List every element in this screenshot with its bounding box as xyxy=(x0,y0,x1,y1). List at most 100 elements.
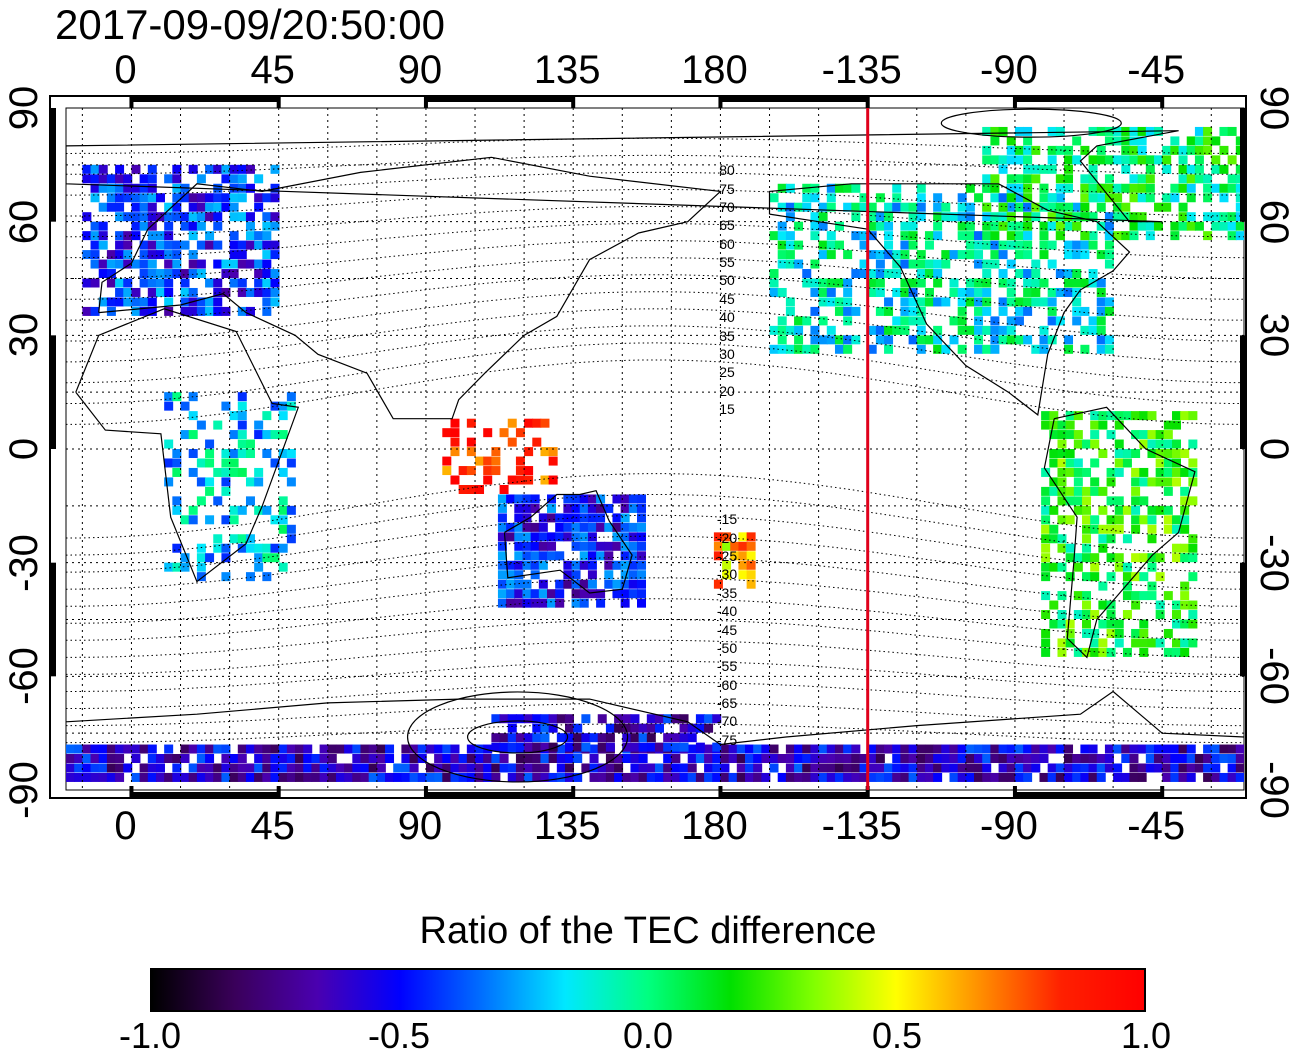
frame-bar-right xyxy=(1240,108,1246,222)
magnetic-contour xyxy=(66,639,1244,675)
tick-bottom-label: -45 xyxy=(1127,804,1186,848)
magnetic-contour xyxy=(66,598,1244,641)
colorbar-tick-label: 0.0 xyxy=(622,1015,674,1056)
contour-label: 70 xyxy=(719,198,735,215)
contour-label: 80 xyxy=(719,162,735,179)
grid-layer xyxy=(66,108,1244,790)
tick-top-label: -90 xyxy=(980,48,1038,92)
contour-label: 30 xyxy=(719,345,735,362)
magnetic-contour xyxy=(66,154,1244,175)
magnetic-contour xyxy=(66,274,1244,321)
tick-left-label: 0 xyxy=(2,437,46,461)
contour-label: -75 xyxy=(716,731,738,748)
tick-right-label: -90 xyxy=(1252,761,1296,819)
frame-bar-right xyxy=(1240,562,1246,677)
contour-label: -55 xyxy=(716,658,738,675)
frame-bar-left xyxy=(50,562,56,677)
frame-bar-right xyxy=(1240,335,1246,449)
tick-top-label: -135 xyxy=(821,48,902,92)
magnetic-contour xyxy=(66,240,1244,279)
frame-bar-top xyxy=(425,96,574,102)
tick-top-label: -45 xyxy=(1127,48,1186,92)
magnetic-contour xyxy=(66,577,1244,624)
tick-right-label: 60 xyxy=(1252,199,1296,244)
contour-label: -25 xyxy=(716,548,738,565)
contour-label: 65 xyxy=(719,217,735,234)
contour-label: 45 xyxy=(719,290,735,307)
contour-label: 40 xyxy=(719,309,735,326)
tick-right-label: -30 xyxy=(1252,533,1296,592)
magnetic-contour xyxy=(66,681,1244,709)
frame-bar-left xyxy=(50,108,56,222)
magnetic-contour xyxy=(66,137,1244,154)
frame-bar-top xyxy=(131,96,279,102)
tick-left-label: 60 xyxy=(2,199,46,244)
europe-asia-coast xyxy=(98,156,722,420)
tick-top-label: 135 xyxy=(533,48,601,92)
tick-top-label: 90 xyxy=(397,48,443,92)
tick-left-label: -60 xyxy=(2,647,46,706)
magnetic-contour xyxy=(66,723,1244,744)
colorbar-title: Ratio of the TEC difference xyxy=(419,910,877,952)
tick-bottom-label: 0 xyxy=(114,804,137,848)
tick-bottom-label: 135 xyxy=(533,804,601,848)
contour-label: -30 xyxy=(716,566,738,583)
frame-bar-left xyxy=(50,335,56,449)
tick-bottom-label: -135 xyxy=(821,804,902,848)
tick-left-label: 30 xyxy=(2,313,46,358)
tick-top-label: 180 xyxy=(681,48,748,92)
contour-label: -65 xyxy=(716,695,738,712)
coastline-layer xyxy=(66,108,1244,783)
contour-label: 55 xyxy=(719,254,735,271)
contour-label: -40 xyxy=(716,603,738,620)
frame-ticks xyxy=(50,96,1246,798)
tec-data-layer xyxy=(66,126,1244,782)
region-antarctica xyxy=(491,714,722,752)
frame-bar-bottom xyxy=(131,792,279,798)
south-america-coast xyxy=(1043,406,1196,659)
region-antarctica xyxy=(66,744,1244,782)
contour-label: -45 xyxy=(716,621,738,638)
australia-coast xyxy=(503,490,633,594)
contour-label: -60 xyxy=(716,676,738,693)
colorbar-tick-label: 1.0 xyxy=(1120,1015,1172,1056)
contour-label: 15 xyxy=(719,401,735,418)
region-pacific-patch xyxy=(713,532,756,589)
tick-bottom-label: 45 xyxy=(250,804,295,848)
region-europe xyxy=(82,164,280,316)
africa-coast xyxy=(75,308,300,583)
region-australia xyxy=(497,494,647,608)
contour-label: -70 xyxy=(716,713,738,730)
colorbar-tick-label: -1.0 xyxy=(118,1015,182,1056)
tick-right-label: 0 xyxy=(1252,437,1296,461)
tick-left-label: -30 xyxy=(2,533,46,592)
tick-bottom-label: 180 xyxy=(681,804,748,848)
magnetic-contour xyxy=(66,535,1244,590)
contour-label: 20 xyxy=(719,382,735,399)
north-america-coast xyxy=(768,183,1131,416)
colorbar xyxy=(150,968,1146,1012)
colorbar-tick-label: -0.5 xyxy=(367,1015,431,1056)
contour-label: 75 xyxy=(719,180,735,197)
tick-left-label: 90 xyxy=(2,85,46,131)
contour-label: -50 xyxy=(716,639,738,656)
contour-label: -35 xyxy=(716,584,738,601)
tick-top-label: 0 xyxy=(114,48,137,92)
magnetic-contour xyxy=(66,556,1244,607)
magnetic-contour xyxy=(66,189,1244,217)
north-magnetic-contour xyxy=(940,108,1122,138)
contour-label: 60 xyxy=(719,235,735,252)
contour-label: 35 xyxy=(719,327,735,344)
tick-right-label: 90 xyxy=(1252,85,1296,131)
magnetic-contour xyxy=(66,702,1244,727)
region-africa xyxy=(164,392,296,582)
magnetic-contour xyxy=(66,660,1244,692)
tick-bottom-label: 90 xyxy=(397,804,443,848)
region-indonesia xyxy=(442,418,558,494)
magnetic-contour xyxy=(66,206,1244,238)
tick-left-label: -90 xyxy=(2,761,46,819)
contour-label: 50 xyxy=(719,272,735,289)
antarctica-coast xyxy=(66,690,1244,746)
frame-bar-bottom xyxy=(425,792,574,798)
